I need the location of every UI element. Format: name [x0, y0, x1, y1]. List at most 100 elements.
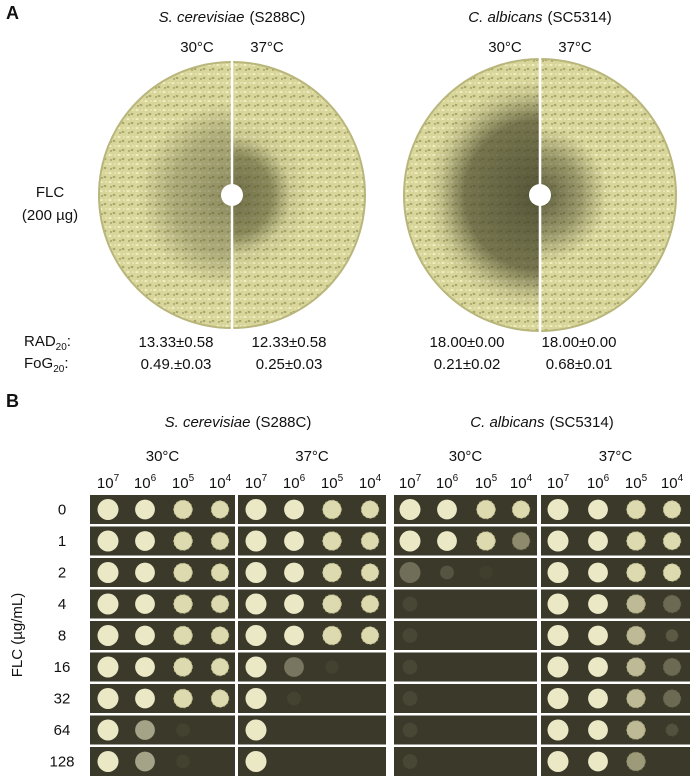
dilution: 104 [209, 473, 232, 492]
rad-value: 13.33±0.58 [139, 334, 214, 351]
dilution-exp: 4 [678, 473, 684, 484]
dilution-exp: 7 [416, 473, 422, 484]
colony-spot [210, 500, 230, 519]
colony-spot [547, 499, 569, 520]
colony-spot [284, 531, 304, 551]
dilution-base: 10 [587, 475, 604, 492]
colony-spot [547, 593, 569, 615]
dilution-exp: 5 [189, 473, 195, 484]
colony-spot [399, 530, 421, 552]
colony-spot [135, 751, 155, 772]
colony-spot [245, 719, 267, 741]
dilution-base: 10 [134, 475, 151, 492]
colony-spot [245, 562, 267, 583]
species-name: C. albicans [468, 9, 543, 26]
colony-spot [360, 531, 380, 551]
dilution-base: 10 [547, 475, 564, 492]
dilution-exp: 4 [376, 473, 382, 484]
fog-value: 0.49.±0.03 [141, 356, 212, 373]
dilution-exp: 6 [151, 473, 157, 484]
dilution-base: 10 [510, 475, 527, 492]
plate-strip [394, 558, 537, 587]
strain: (S288C) [250, 9, 306, 26]
colony-spot [437, 499, 457, 520]
drug-label: FLC [36, 184, 65, 201]
colony-spot [511, 531, 531, 551]
colony-spot [399, 562, 421, 583]
dilution: 106 [587, 473, 610, 492]
dilution: 106 [134, 473, 157, 492]
colony-spot [476, 531, 496, 551]
colony-spot [245, 499, 267, 520]
colony-spot [588, 594, 608, 614]
colony-spot [175, 722, 191, 738]
colony-spot [97, 593, 119, 615]
dilution-base: 10 [209, 475, 226, 492]
colony-spot [97, 499, 119, 520]
inhibition-zone [99, 62, 232, 328]
dilution-exp: 7 [114, 473, 120, 484]
colony-spot [97, 625, 119, 646]
disk [529, 184, 551, 206]
strain: (SC5314) [548, 9, 612, 26]
colony-spot [284, 625, 304, 646]
colony-spot [135, 657, 155, 677]
fog-value: 0.21±0.02 [434, 356, 501, 373]
colony-spot [547, 562, 569, 583]
dilution-exp: 5 [338, 473, 344, 484]
colony-spot [547, 688, 569, 709]
colony-spot [588, 720, 608, 740]
dilution-base: 10 [283, 475, 300, 492]
colony-spot [402, 628, 418, 643]
dilution: 105 [172, 473, 195, 492]
colony-spot [588, 751, 608, 772]
colony-spot [479, 566, 492, 579]
dilution: 106 [283, 473, 306, 492]
temperature: 37°C [599, 448, 633, 465]
dilution: 104 [359, 473, 382, 492]
concentration: 32 [54, 690, 71, 707]
colony-spot [287, 691, 301, 706]
colony-spot [135, 531, 155, 551]
dilution-base: 10 [436, 475, 453, 492]
concentration: 8 [58, 627, 66, 644]
colony-spot [588, 531, 608, 551]
colony-spot [547, 625, 569, 646]
colony-spot [626, 751, 646, 772]
temperature: 37°C [250, 39, 284, 56]
colony-spot [662, 563, 682, 582]
dilution-base: 10 [245, 475, 262, 492]
colony-spot [402, 691, 418, 706]
colony-spot [97, 530, 119, 552]
inhibition-zone [232, 62, 365, 328]
dilution: 104 [661, 473, 684, 492]
colony-spot [588, 688, 608, 709]
dilution: 105 [475, 473, 498, 492]
dilution-base: 10 [661, 475, 678, 492]
colony-spot [173, 594, 193, 614]
colony-spot [360, 563, 380, 582]
strain: (S288C) [256, 414, 312, 431]
dilution-exp: 6 [453, 473, 459, 484]
colony-spot [210, 594, 230, 614]
colony-spot [135, 594, 155, 614]
temperature: 37°C [558, 39, 592, 56]
dilution-exp: 5 [492, 473, 498, 484]
inhibition-zone [404, 59, 540, 331]
concentration: 4 [58, 596, 66, 613]
dilution-exp: 7 [564, 473, 570, 484]
colony-spot [173, 562, 193, 583]
metric-suffix: : [64, 355, 68, 372]
dilution: 107 [399, 473, 422, 492]
colony-spot [135, 499, 155, 520]
dilution: 107 [97, 473, 120, 492]
colony-spot [360, 594, 380, 614]
colony-spot [662, 531, 682, 551]
colony-spot [547, 719, 569, 741]
colony-spot [626, 499, 646, 520]
colony-spot [284, 499, 304, 520]
concentration: 128 [49, 753, 74, 770]
dilution-base: 10 [359, 475, 376, 492]
plate-strip [394, 684, 537, 713]
colony-spot [322, 625, 342, 646]
